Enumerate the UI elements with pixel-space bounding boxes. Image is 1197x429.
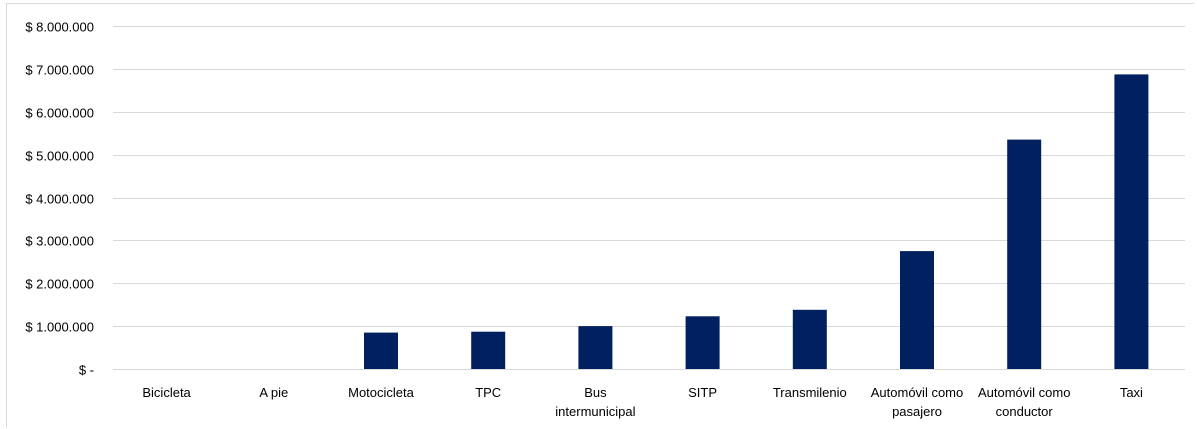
y-tick-label: $ 1.000.000 <box>25 320 94 335</box>
y-tick-label: $ 2.000.000 <box>25 277 94 292</box>
y-tick-label: $ 7.000.000 <box>25 63 94 78</box>
x-category-label-line: Bus <box>584 385 607 400</box>
y-axis-tick-labels: $ - $ 1.000.000 $ 2.000.000 $ 3.000.000 $ 4.… <box>25 20 94 378</box>
x-category-label: Automóvil como conductor <box>978 385 1070 419</box>
x-category-label: Bus intermunicipal <box>555 385 635 419</box>
x-category-label: Transmilenio <box>773 385 847 400</box>
bar <box>578 326 613 369</box>
x-category-label-line: TPC <box>475 385 501 400</box>
y-tick-label: $ 5.000.000 <box>25 149 94 164</box>
y-tick-label: $ 3.000.000 <box>25 234 94 249</box>
bar <box>900 251 934 369</box>
chart-frame <box>6 3 1194 427</box>
x-category-label-line: Transmilenio <box>773 385 847 400</box>
x-category-label-line: Motocicleta <box>348 385 415 400</box>
bar <box>792 309 827 369</box>
x-category-label: Automóvil como pasajero <box>871 385 963 419</box>
x-category-label-line: pasajero <box>892 404 942 419</box>
bar <box>1114 74 1149 370</box>
bar <box>685 316 720 369</box>
x-category-label-line: Automóvil como <box>978 385 1070 400</box>
x-category-label: TPC <box>475 385 501 400</box>
x-category-label-line: Taxi <box>1120 385 1143 400</box>
bars <box>364 74 1149 370</box>
x-category-label: Bicicleta <box>142 385 191 400</box>
y-tick-label: $ 4.000.000 <box>25 192 94 207</box>
x-axis-category-labels: Bicicleta A pie Motocicleta TPC Bus intermuni… <box>142 385 1143 419</box>
x-category-label-line: conductor <box>996 404 1054 419</box>
x-category-label-line: Automóvil como <box>871 385 963 400</box>
y-tick-label: $ - <box>79 363 94 378</box>
x-category-label: Taxi <box>1120 385 1143 400</box>
x-category-label-line: intermunicipal <box>555 404 635 419</box>
bar <box>364 332 398 369</box>
x-category-label-line: Bicicleta <box>142 385 191 400</box>
x-category-label-line: SITP <box>688 385 717 400</box>
gridlines <box>113 26 1185 370</box>
bar <box>471 331 506 369</box>
x-category-label-line: A pie <box>259 385 288 400</box>
y-tick-label: $ 6.000.000 <box>25 106 94 121</box>
x-category-label: A pie <box>259 385 288 400</box>
y-tick-label: $ 8.000.000 <box>25 20 94 35</box>
bar <box>1007 139 1042 369</box>
x-category-label: Motocicleta <box>348 385 415 400</box>
x-category-label: SITP <box>688 385 717 400</box>
